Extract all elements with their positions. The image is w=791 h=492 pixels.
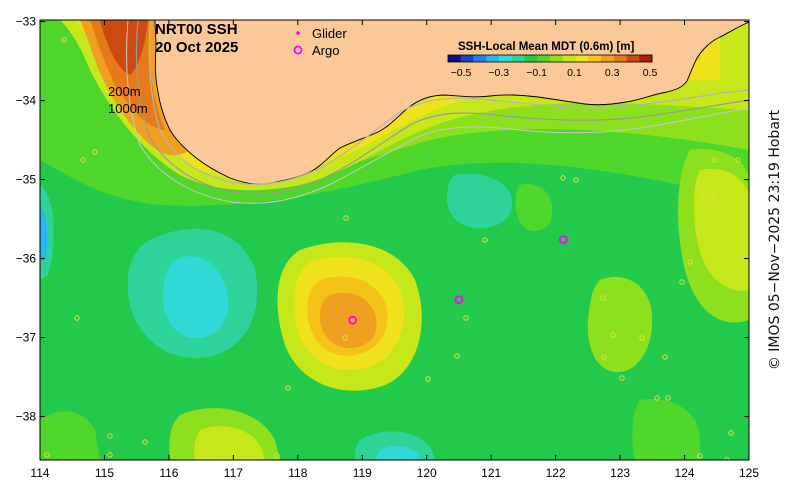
plot-frame [39,19,750,461]
y-tick-label: −33 [16,15,37,29]
colorbar-swatch [626,55,640,62]
colorbar-swatch [460,55,474,62]
argo-marker-icon [293,45,303,55]
x-axis: 114 115 116 117 118 119 120 121 122 123 124 125 [30,20,759,480]
x-tick-label: 117 [224,466,243,480]
argo-markers [348,235,568,325]
argo-legend-label: Argo [312,43,339,58]
credit-text: © IMOS 05−Nov−2025 23:19 Hobart [767,109,783,371]
argo-float-marker[interactable] [348,315,358,325]
colorbar-swatch [499,55,513,62]
x-tick-label: 116 [159,466,178,480]
colorbar-swatches [447,54,653,63]
marker-legend: Glider Argo [293,26,347,58]
colorbar-swatch [550,55,564,62]
colorbar-swatch [448,55,462,62]
colorbar-swatch [613,55,627,62]
colorbar-border [447,54,653,63]
colorbar-tick-label: −0.1 [526,67,547,79]
isobath-200-label: 200m [108,84,141,99]
colorbar-tick-label: −0.3 [488,67,509,79]
colorbar-swatch [473,55,487,62]
x-tick-label: 114 [30,466,49,480]
colorbar-swatch [524,55,538,62]
map-date: 20 Oct 2025 [155,39,238,56]
glider-legend-label: Glider [312,26,347,41]
y-tick-label: −37 [16,331,37,345]
glider-marker-icon [296,31,300,35]
colorbar-swatch [486,55,500,62]
colorbar-title: SSH-Local Mean MDT (0.6m) [m] [458,41,635,53]
colorbar-swatch [511,55,525,62]
colorbar-tick-label: 0.1 [567,67,582,79]
colorbar-ticks: −0.5 −0.3 −0.1 0.1 0.3 0.5 [451,67,658,79]
colorbar-swatch [588,55,602,62]
y-axis: −33 −34 −35 −36 −37 −38 [16,15,749,424]
ssh-field [40,20,749,460]
x-tick-label: 124 [675,466,695,480]
x-tick-label: 118 [288,466,307,480]
y-tick-label: −34 [16,94,37,108]
credit-label: © IMOS 05−Nov−2025 23:19 Hobart [760,20,790,460]
colorbar-swatch [575,55,589,62]
x-tick-label: 122 [546,466,566,480]
colorbar-swatch [537,55,551,62]
argo-float-marker[interactable] [454,295,464,305]
map-title: NRT00 SSH [155,21,238,38]
x-tick-label: 115 [95,466,114,480]
y-tick-label: −36 [16,252,37,266]
y-tick-label: −38 [16,410,37,424]
colorbar-swatch [562,55,576,62]
colorbar-tick-label: 0.3 [605,67,620,79]
x-tick-label: 119 [353,466,372,480]
colorbar-swatch [601,55,615,62]
argo-float-marker[interactable] [558,235,568,245]
colorbar-tick-label: 0.5 [643,67,658,79]
colorbar-tick-label: −0.5 [451,67,472,79]
x-tick-label: 120 [417,466,437,480]
colorbar-swatch [639,55,653,62]
x-tick-label: 121 [481,466,501,480]
y-tick-label: −35 [16,173,37,187]
colorbar: SSH-Local Mean MDT (0.6m) [m] −0.5 −0.3 −0… [447,41,658,79]
isobath-1000-label: 1000m [108,101,148,116]
x-tick-label: 123 [610,466,630,480]
x-tick-label: 125 [739,466,759,480]
